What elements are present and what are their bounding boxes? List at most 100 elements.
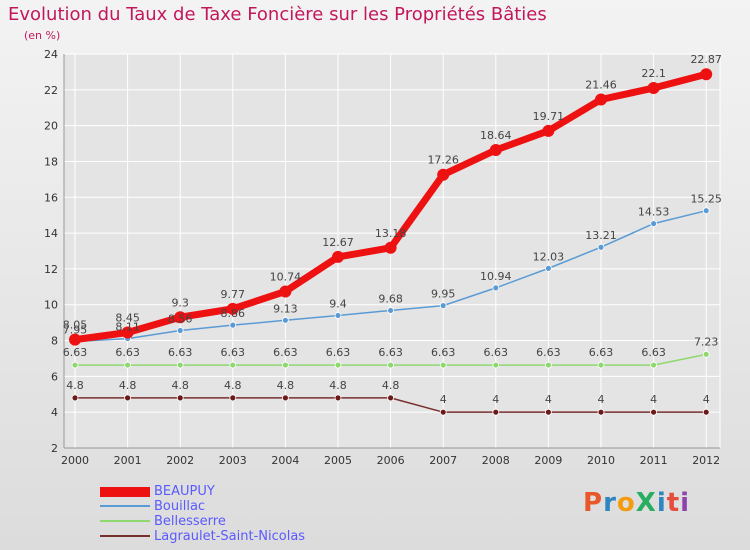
x-tick-label: 2000 xyxy=(61,454,89,467)
data-label: 15.25 xyxy=(690,193,722,206)
data-label: 13.21 xyxy=(585,229,617,242)
logo-letter: i xyxy=(656,488,667,518)
x-tick-label: 2010 xyxy=(587,454,615,467)
data-point xyxy=(492,361,500,369)
data-point xyxy=(229,394,237,402)
logo-letter: P xyxy=(583,488,604,518)
legend-label-beaupuy: BEAUPUY xyxy=(154,484,215,499)
y-tick-label: 8 xyxy=(51,335,58,348)
y-tick-label: 6 xyxy=(51,370,58,383)
x-tick-label: 2007 xyxy=(429,454,457,467)
data-point xyxy=(174,311,187,324)
data-point xyxy=(281,316,289,324)
data-point xyxy=(650,408,657,416)
legend-swatch-bellesserre xyxy=(100,520,150,522)
y-tick-label: 12 xyxy=(44,263,58,276)
data-label: 9.68 xyxy=(378,292,403,305)
x-tick-label: 2006 xyxy=(377,454,405,467)
data-label: 8.11 xyxy=(115,321,140,334)
data-point xyxy=(124,394,131,402)
data-point xyxy=(176,327,184,334)
chart-unit-label: (en %) xyxy=(24,29,61,42)
data-label: 22.1 xyxy=(641,67,666,80)
data-label: 6.63 xyxy=(273,346,298,359)
data-point xyxy=(334,394,342,402)
data-label: 14.53 xyxy=(638,206,670,219)
data-point xyxy=(387,394,395,402)
data-point xyxy=(334,312,342,319)
data-point xyxy=(281,361,289,369)
data-point xyxy=(384,241,397,254)
data-label: 18.64 xyxy=(480,129,512,142)
data-point xyxy=(597,243,605,251)
data-point xyxy=(545,264,552,272)
data-point xyxy=(492,408,500,416)
data-point xyxy=(439,361,447,369)
y-tick-label: 10 xyxy=(44,299,58,312)
data-label: 10.94 xyxy=(480,270,512,283)
data-label: 9.95 xyxy=(431,288,456,301)
data-point xyxy=(387,361,395,369)
data-point xyxy=(226,302,239,315)
y-tick-label: 20 xyxy=(44,120,58,133)
legend-swatch-bouillac xyxy=(100,505,150,507)
x-tick-label: 2002 xyxy=(166,454,194,467)
logo-letter: o xyxy=(616,488,636,518)
data-point xyxy=(439,302,447,310)
data-point xyxy=(650,361,657,369)
y-tick-label: 16 xyxy=(44,191,58,204)
data-point xyxy=(702,408,710,416)
legend-label-bellesserre: Bellesserre xyxy=(154,514,226,529)
x-tick-label: 2009 xyxy=(534,454,562,467)
data-point xyxy=(279,285,292,298)
data-label: 6.63 xyxy=(378,346,403,359)
data-label: 9.3 xyxy=(171,296,189,309)
data-label: 6.63 xyxy=(589,346,614,359)
data-point xyxy=(492,284,500,292)
data-label: 4.8 xyxy=(66,379,84,392)
x-tick-label: 2012 xyxy=(692,454,720,467)
data-point xyxy=(176,361,184,369)
data-label: 4.8 xyxy=(329,379,347,392)
data-label: 4.8 xyxy=(171,379,189,392)
data-label: 4.8 xyxy=(224,379,242,392)
legend-swatch-lagraulet xyxy=(100,535,150,537)
data-point xyxy=(71,394,79,402)
data-point xyxy=(71,361,79,369)
data-point xyxy=(281,394,289,402)
x-tick-label: 2011 xyxy=(640,454,668,467)
logo-letter: r xyxy=(603,488,617,518)
data-point xyxy=(489,143,502,156)
data-point xyxy=(439,408,447,416)
data-label: 4.8 xyxy=(382,379,400,392)
data-point xyxy=(437,168,450,181)
logo-letter: t xyxy=(666,488,681,518)
data-label: 4 xyxy=(703,393,710,406)
data-point xyxy=(124,361,131,369)
data-point xyxy=(597,408,605,416)
data-point xyxy=(229,321,237,329)
data-label: 4 xyxy=(650,393,657,406)
data-label: 6.63 xyxy=(168,346,193,359)
data-point xyxy=(545,408,552,416)
data-label: 4 xyxy=(545,393,552,406)
y-tick-label: 24 xyxy=(44,48,58,61)
legend-label-lagraulet: Lagraulet-Saint-Nicolas xyxy=(154,529,306,544)
data-label: 4 xyxy=(440,393,447,406)
legend-label-bouillac: Bouillac xyxy=(154,499,206,514)
data-label: 12.03 xyxy=(533,250,565,263)
data-label: 6.63 xyxy=(484,346,509,359)
data-point xyxy=(542,124,555,137)
y-tick-label: 22 xyxy=(44,84,58,97)
data-point xyxy=(332,250,344,263)
data-label: 6.63 xyxy=(63,346,88,359)
data-point xyxy=(650,220,657,227)
x-tick-label: 2005 xyxy=(324,454,352,467)
proxiti-logo: ProXiti xyxy=(583,488,690,518)
data-point xyxy=(597,361,605,369)
data-point xyxy=(700,68,713,81)
data-label: 7.23 xyxy=(694,335,719,348)
data-label: 19.71 xyxy=(533,110,565,123)
y-tick-label: 14 xyxy=(44,227,58,240)
